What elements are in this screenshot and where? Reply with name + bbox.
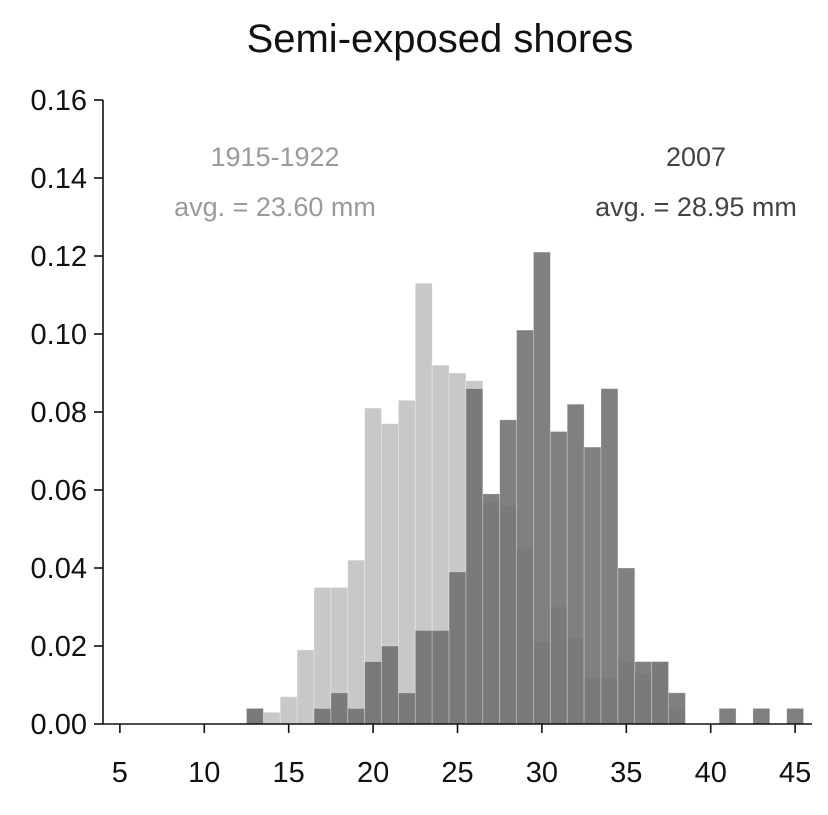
x-tick-label: 20 [357, 757, 389, 789]
bar-1915-1922-14 [262, 711, 281, 725]
bar-2007-28 [499, 419, 517, 725]
bar-2007-36 [634, 661, 653, 725]
bar-2007-19 [347, 708, 366, 725]
y-tick-label: 0.12 [31, 241, 87, 273]
y-tick-label: 0.08 [31, 397, 87, 429]
legend-2007-average: avg. = 28.95 mm [595, 192, 797, 222]
y-axis-ticks: 0.00 0.02 0.04 0.06 0.08 0.10 0.12 0.14 0.16 [31, 85, 103, 741]
x-tick-label: 45 [779, 757, 811, 789]
y-tick-label: 0.06 [31, 475, 87, 507]
x-tick-label: 5 [112, 757, 128, 789]
chart-title: Semi-exposed shores [247, 17, 634, 61]
bar-2007-23 [414, 630, 433, 725]
bar-2007-41 [718, 708, 737, 725]
bar-2007-26 [465, 388, 484, 725]
y-tick-label: 0.02 [31, 631, 87, 663]
y-tick-label: 0.10 [31, 319, 87, 351]
bar-2007-18 [330, 692, 349, 725]
bar-2007-22 [398, 692, 416, 725]
x-tick-label: 10 [188, 757, 220, 789]
x-tick-label: 15 [273, 757, 305, 789]
bar-1915-1922-19 [347, 559, 366, 725]
bar-2007-34 [600, 388, 619, 725]
bar-2007-32 [566, 403, 585, 725]
legend-1915-1922-name: 1915-1922 [210, 142, 339, 172]
x-axis-ticks: 5 10 15 20 25 30 35 40 45 [112, 724, 811, 789]
x-tick-label: 30 [526, 757, 558, 789]
y-tick-label: 0.16 [31, 85, 87, 117]
bar-1915-1922-15 [279, 696, 298, 725]
y-tick-label: 0.00 [31, 709, 87, 741]
bar-2007-38 [668, 692, 686, 725]
bar-2007-25 [448, 571, 467, 725]
bar-2007-24 [431, 630, 450, 725]
y-tick-label: 0.14 [31, 163, 87, 195]
bar-2007-27 [482, 493, 501, 725]
bar-2007-33 [583, 446, 602, 725]
bar-2007-37 [651, 661, 669, 725]
series-2007-bars [246, 251, 804, 725]
bar-2007-35 [617, 567, 636, 725]
bar-2007-45 [786, 708, 804, 725]
bar-2007-30 [533, 251, 551, 725]
y-tick-label: 0.04 [31, 553, 87, 585]
bar-1915-1922-22 [398, 399, 416, 725]
x-tick-label: 35 [610, 757, 642, 789]
bar-2007-21 [381, 645, 399, 725]
bar-1915-1922-17 [313, 587, 332, 725]
legend-2007-name: 2007 [666, 142, 726, 172]
bar-1915-1922-16 [296, 649, 315, 725]
bar-2007-13 [246, 708, 264, 725]
bar-2007-17 [313, 708, 332, 725]
x-tick-label: 40 [695, 757, 727, 789]
bar-2007-31 [549, 431, 568, 725]
legend-1915-1922-average: avg. = 23.60 mm [174, 192, 376, 222]
bar-2007-43 [752, 708, 771, 725]
x-tick-label: 25 [441, 757, 473, 789]
bar-2007-29 [516, 329, 534, 725]
bar-2007-20 [364, 661, 382, 725]
